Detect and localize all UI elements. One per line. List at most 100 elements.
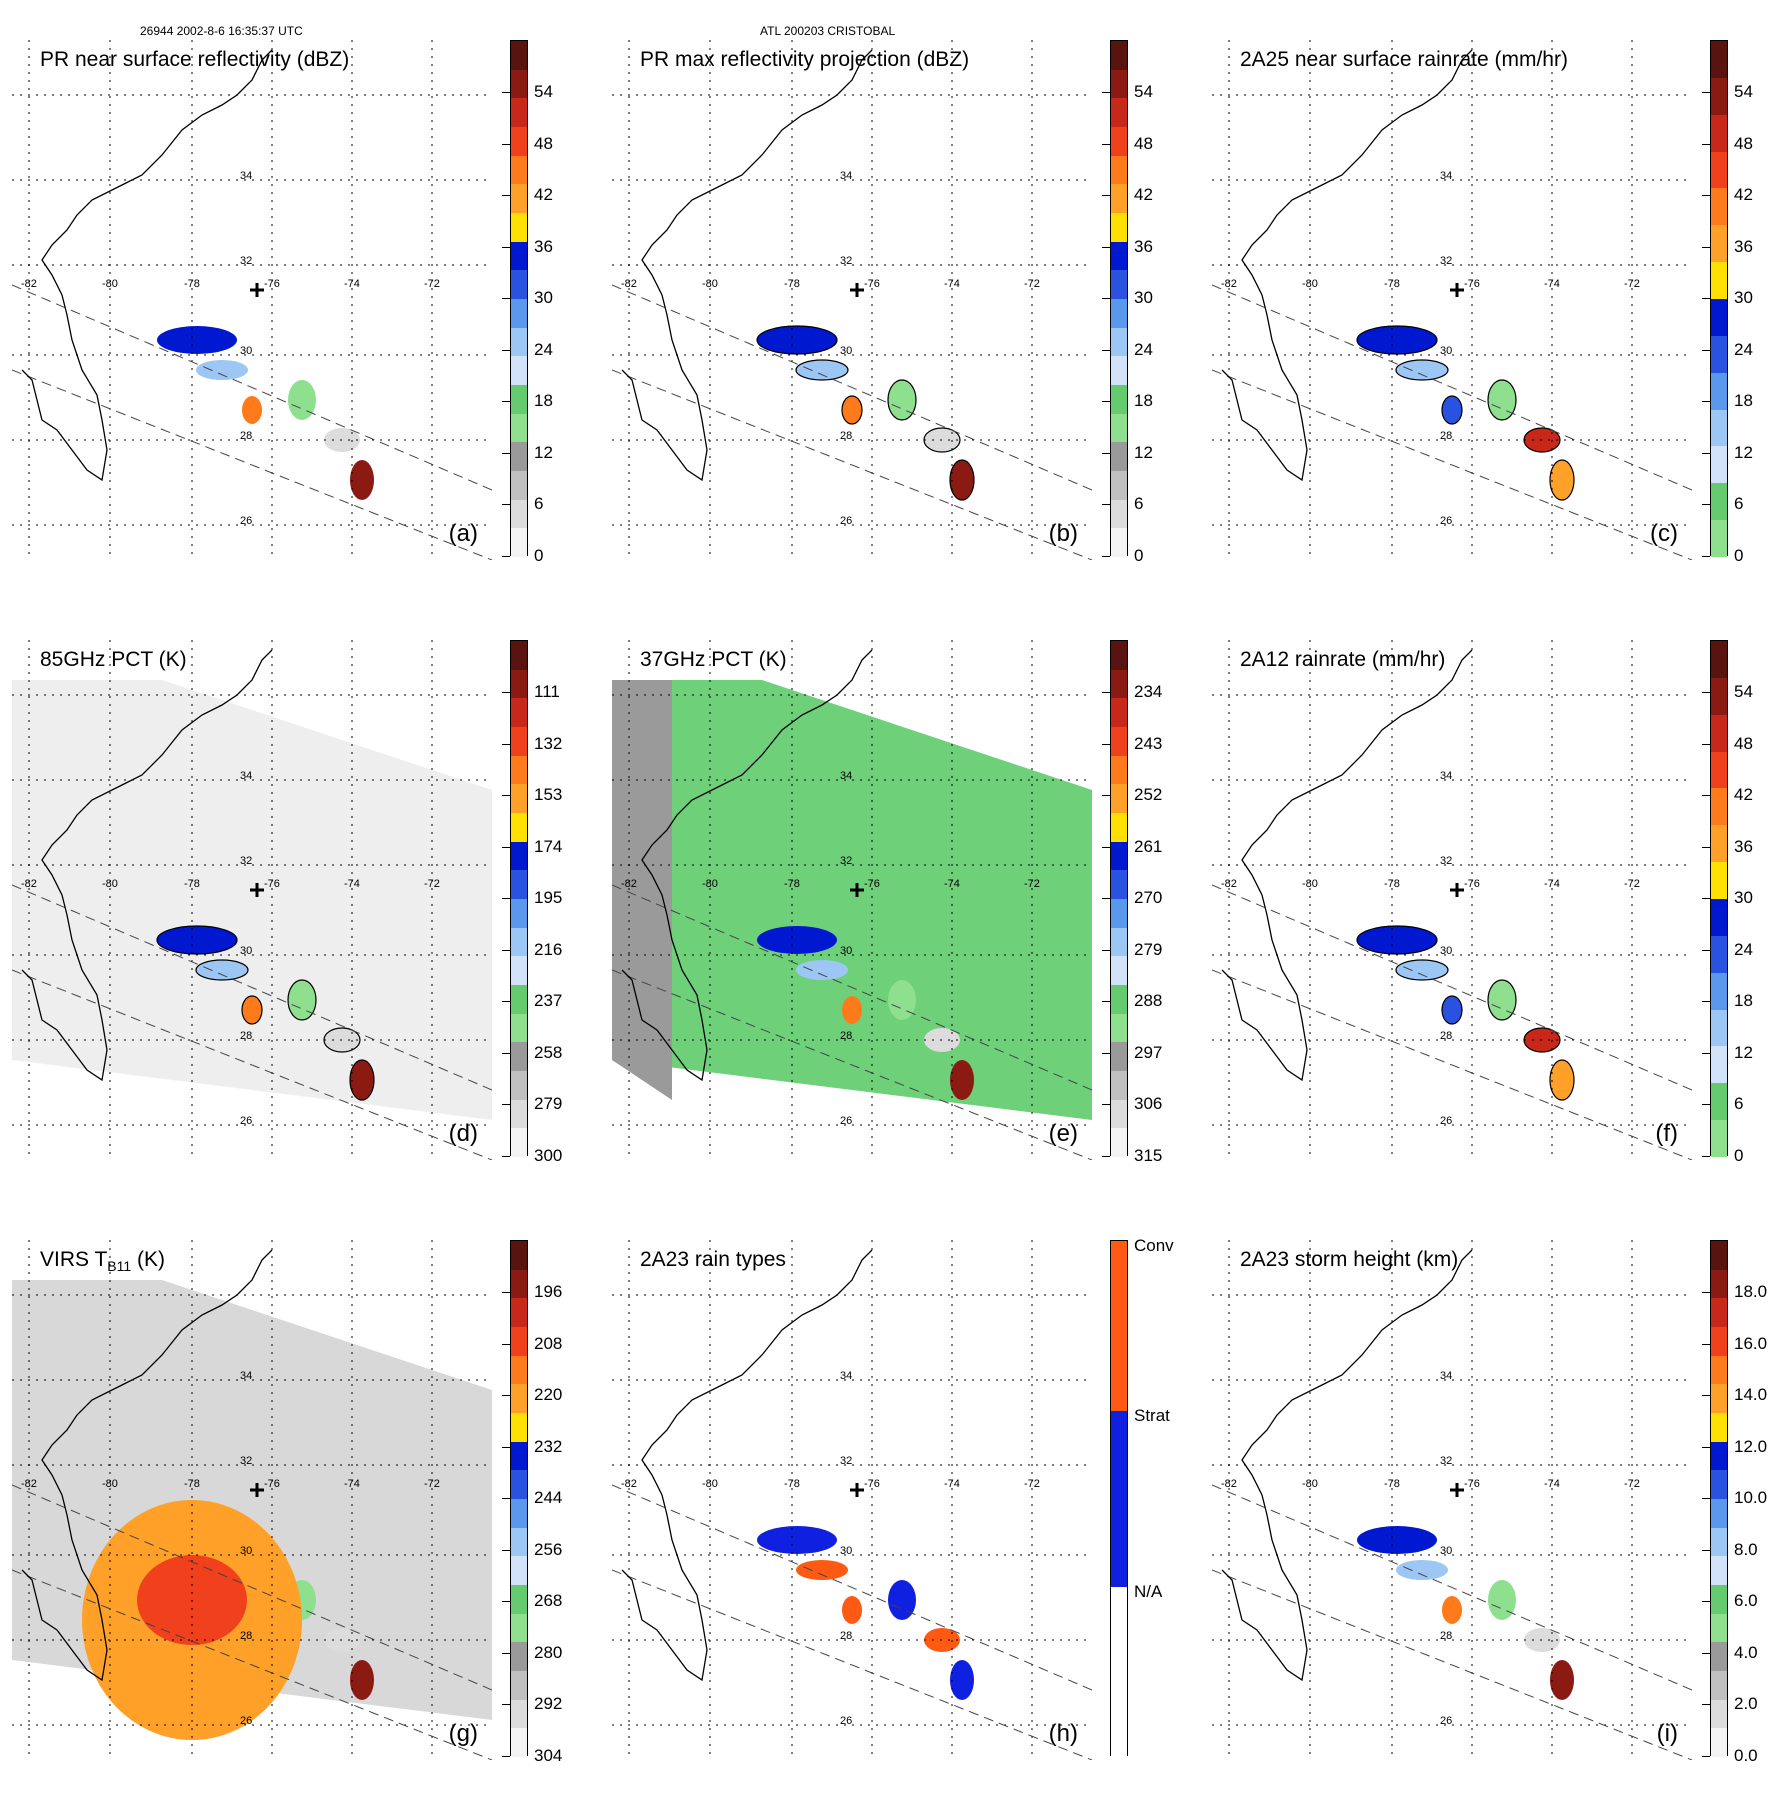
lat-label: 32 xyxy=(240,855,253,867)
lon-label: -76 xyxy=(864,878,880,890)
colorbar-segment xyxy=(1711,1327,1727,1357)
colorbar-segment xyxy=(1111,356,1127,386)
lon-label: -72 xyxy=(1624,1478,1640,1490)
lat-label: 28 xyxy=(240,1630,253,1642)
lat-label: 34 xyxy=(1440,170,1453,182)
colorbar-tick xyxy=(1102,195,1110,197)
lon-label: -76 xyxy=(264,878,280,890)
swath-edge xyxy=(612,1484,1092,1691)
colorbar-segment xyxy=(511,985,527,1015)
colorbar-segment xyxy=(1711,225,1727,263)
colorbar-tick-label: 48 xyxy=(1734,733,1753,753)
colorbar-segment xyxy=(511,1499,527,1529)
colorbar-tick-label: 0 xyxy=(1734,546,1744,565)
lon-label: -82 xyxy=(1221,1478,1237,1490)
lat-label: 32 xyxy=(840,855,853,867)
colorbar-tick xyxy=(1702,298,1710,300)
colorbar-tick xyxy=(1702,1549,1710,1551)
colorbar-tick xyxy=(1702,1498,1710,1500)
lon-label: -76 xyxy=(1464,1478,1480,1490)
colorbar-tick-label: 234 xyxy=(1134,682,1163,701)
colorbar-tick-label: 24 xyxy=(534,339,553,359)
colorbar-tick-label: 6 xyxy=(1734,1094,1744,1114)
colorbar-tick-label: 280 xyxy=(534,1642,563,1662)
rain-feature xyxy=(757,926,837,954)
colorbar-segment xyxy=(1111,241,1127,271)
lon-label: -74 xyxy=(344,1478,360,1490)
rain-feature xyxy=(1395,359,1449,381)
colorbar-segment xyxy=(1111,385,1127,415)
panel-title: 2A12 rainrate (mm/hr) xyxy=(1240,648,1446,671)
colorbar-tick xyxy=(1702,1446,1710,1448)
colorbar-tick xyxy=(1702,898,1710,900)
swath-edge xyxy=(1212,1569,1692,1760)
colorbar-tick-label: 304 xyxy=(534,1746,563,1765)
colorbar-segment xyxy=(1711,335,1727,374)
colorbar-tick-label: 315 xyxy=(1134,1146,1163,1165)
colorbar-segment xyxy=(1711,1269,1727,1299)
colorbar-segment xyxy=(511,1699,527,1729)
map-svg-b xyxy=(612,40,1092,560)
lon-label: -80 xyxy=(1302,278,1318,290)
colorbar-segment xyxy=(511,1413,527,1443)
colorbar-tick xyxy=(1702,246,1710,248)
colorbar-tick xyxy=(1702,452,1710,454)
colorbar-tick-label: 132 xyxy=(534,733,563,753)
colorbar-segment xyxy=(1711,677,1727,716)
panel-label: (i) xyxy=(1656,1720,1678,1747)
colorbar-tick-label: 18 xyxy=(1734,991,1753,1011)
swath-edge xyxy=(612,884,1092,1091)
colorbar-tick xyxy=(502,143,510,145)
colorbar-tick-label: 42 xyxy=(1734,785,1753,805)
colorbar-tick-label: 16.0 xyxy=(1734,1333,1768,1353)
colorbar-tick xyxy=(502,898,510,900)
lat-label: 32 xyxy=(1440,1455,1453,1467)
colorbar-segment xyxy=(1711,1585,1727,1615)
colorbar-segment xyxy=(1111,1586,1127,1757)
colorbar-segment xyxy=(1711,114,1727,153)
colorbar-tick xyxy=(1702,556,1710,557)
colorbar-tick-label: 6.0 xyxy=(1734,1591,1758,1611)
rain-feature xyxy=(288,380,316,420)
colorbar-tick-label: 2.0 xyxy=(1734,1694,1758,1714)
map-area-i: -82 -80 -78 -76 -74 -72 34 32 30 28 26 2A23 storm h… xyxy=(1212,1240,1692,1760)
colorbar-tick xyxy=(1702,195,1710,197)
colorbar-tick-label: 270 xyxy=(1134,888,1163,908)
colorbar-tick xyxy=(1102,452,1110,454)
colorbar-tick-label: 14.0 xyxy=(1734,1385,1768,1405)
panel-a: -82 -80 -78 -76 -74 -72 34 32 30 28 26 PR near surf… xyxy=(12,40,572,600)
colorbar-tick xyxy=(1702,349,1710,351)
colorbar-segment xyxy=(1111,499,1127,529)
colorbar-segment xyxy=(1111,299,1127,329)
lon-label: -78 xyxy=(1384,1478,1400,1490)
lon-label: -80 xyxy=(702,1478,718,1490)
colorbar-segment xyxy=(511,1042,527,1072)
colorbar-tick xyxy=(1102,795,1110,797)
colorbar-segment xyxy=(1111,155,1127,185)
colorbar-tick xyxy=(1702,1652,1710,1654)
colorbar-tick xyxy=(1702,1156,1710,1157)
rain-feature xyxy=(950,1060,974,1100)
lon-label: -78 xyxy=(184,878,200,890)
colorbar-tick-label: 54 xyxy=(534,82,553,101)
lon-label: -80 xyxy=(702,278,718,290)
colorbar-tick-label: 48 xyxy=(1134,133,1153,153)
map-area-c: -82 -80 -78 -76 -74 -72 34 32 30 28 26 2A25 near su… xyxy=(1212,40,1692,560)
colorbar-tick xyxy=(502,349,510,351)
rain-feature xyxy=(156,925,238,955)
rain-feature xyxy=(1442,1596,1462,1624)
colorbar-tick-label: 232 xyxy=(534,1436,563,1456)
swath-edge xyxy=(1212,1484,1692,1691)
lat-label: 26 xyxy=(840,1115,853,1127)
colorbar-segment xyxy=(511,1071,527,1101)
lat-label: 26 xyxy=(240,515,253,527)
lon-label: -74 xyxy=(944,1478,960,1490)
lon-label: -72 xyxy=(1024,1478,1040,1490)
map-svg-f xyxy=(1212,640,1692,1160)
colorbar-segment xyxy=(1711,862,1727,900)
colorbar-segment xyxy=(511,669,527,699)
colorbar-segment xyxy=(511,841,527,871)
panel-label: (f) xyxy=(1655,1120,1678,1147)
colorbar-segment xyxy=(511,784,527,814)
lon-label: -74 xyxy=(344,278,360,290)
